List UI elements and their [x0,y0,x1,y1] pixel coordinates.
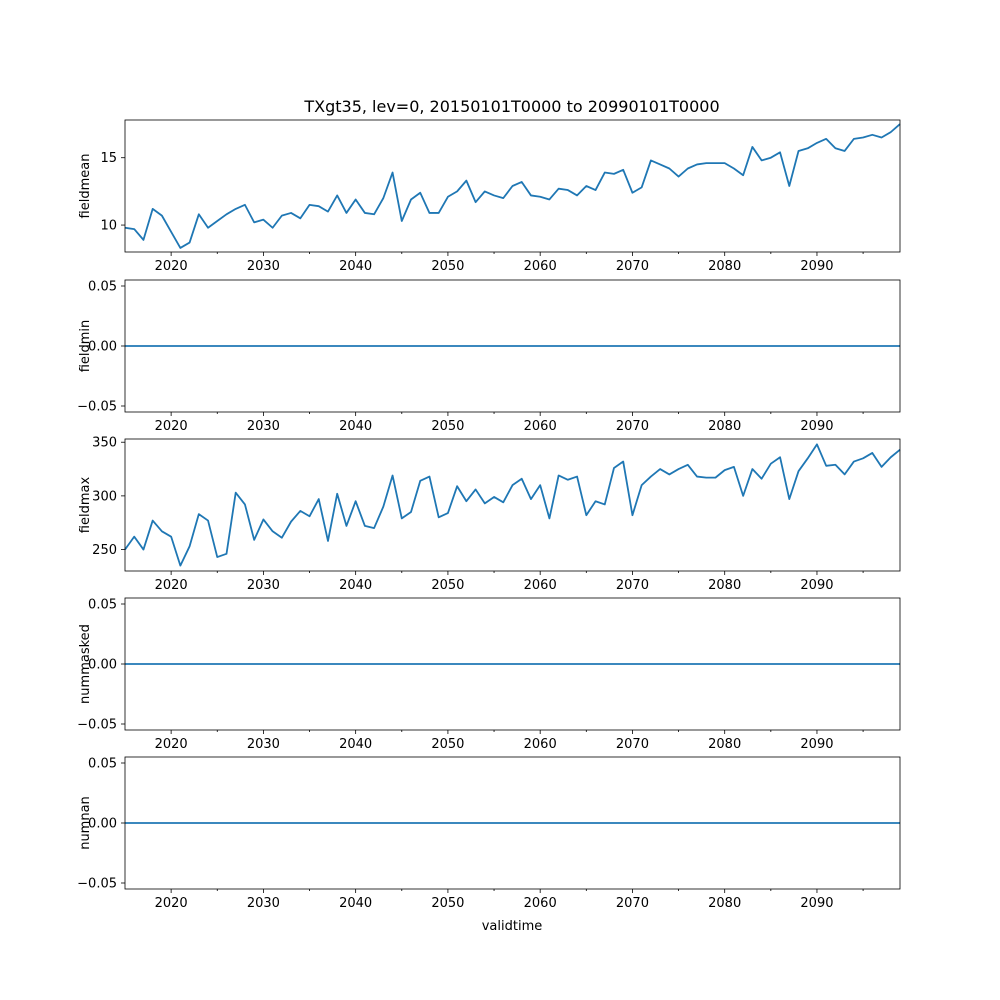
subplot-fieldmax: 2020 2030 2040 2050 2060 2070 2080 2090 250 300 35… [78,436,901,593]
x-tick-label: 2070 [616,737,649,752]
y-axis-label-numnan: numnan [78,796,93,850]
y-tick-label: −0.05 [77,400,117,415]
y-tick-label: 300 [92,489,117,504]
x-tick-label: 2060 [524,259,557,274]
y-tick-label: 10 [100,219,117,234]
x-tick-label: 2080 [708,737,741,752]
subplot-fieldmin: 2020 2030 2040 2050 2060 2070 2080 2090 −0.05 0.0… [77,279,901,434]
x-tick-label: 2090 [800,578,833,593]
x-tick-label: 2070 [616,259,649,274]
x-tick-label: 2070 [616,578,649,593]
x-tick-label: 2020 [155,419,188,434]
y-tick-label: 0.00 [88,817,117,832]
y-tick-label: −0.05 [77,718,117,733]
x-tick-label: 2040 [339,419,372,434]
axes-frame [124,279,901,413]
series-line-fieldmax [124,443,901,567]
x-tick-label: 2070 [616,419,649,434]
axes-frame [124,438,901,572]
axes-frame [124,756,901,890]
x-tick-label: 2040 [339,896,372,911]
x-tick-label: 2030 [247,259,280,274]
y-tick-label: 0.05 [88,598,117,613]
x-tick-label: 2090 [800,896,833,911]
x-tick-label: 2070 [616,896,649,911]
x-tick-label: 2020 [155,578,188,593]
x-tick-label: 2090 [800,259,833,274]
x-tick-label: 2020 [155,259,188,274]
subplot-fieldmean: 2020 2030 2040 2050 2060 2070 2080 2090 10 15 fiel… [78,119,901,274]
subplot-nummasked: 2020 2030 2040 2050 2060 2070 2080 2090 −0.05 0.0… [77,597,901,752]
y-tick-label: 0.05 [88,757,117,772]
x-tick-label: 2050 [431,896,464,911]
x-tick-label: 2060 [524,896,557,911]
x-tick-label: 2050 [431,419,464,434]
x-tick-label: 2020 [155,737,188,752]
x-tick-label: 2050 [431,737,464,752]
y-axis-label-fieldmean: fieldmean [78,154,93,219]
x-tick-label: 2030 [247,737,280,752]
y-tick-label: 15 [100,151,117,166]
y-tick-label: 0.00 [88,340,117,355]
x-tick-label: 2080 [708,896,741,911]
axes-frame [124,597,901,731]
x-tick-label: 2060 [524,578,557,593]
subplot-stack: 2020 2030 2040 2050 2060 2070 2080 2090 10 15 fiel… [77,119,901,911]
x-tick-label: 2080 [708,259,741,274]
x-tick-label: 2020 [155,896,188,911]
x-tick-label: 2050 [431,578,464,593]
x-tick-label: 2050 [431,259,464,274]
x-axis-label: validtime [482,919,543,934]
x-tick-label: 2080 [708,578,741,593]
x-tick-label: 2060 [524,419,557,434]
subplot-numnan: 2020 2030 2040 2050 2060 2070 2080 2090 −0.05 0.0… [77,756,901,911]
figure-title: TXgt35, lev=0, 20150101T0000 to 20990101… [303,97,719,116]
y-tick-label: −0.05 [77,877,117,892]
x-tick-label: 2030 [247,578,280,593]
x-tick-label: 2040 [339,259,372,274]
y-tick-label: 0.00 [88,658,117,673]
y-axis-label-fieldmin: fieldmin [78,320,93,373]
y-tick-label: 0.05 [88,280,117,295]
y-axis-label-fieldmax: fieldmax [78,477,93,534]
x-tick-label: 2060 [524,737,557,752]
y-tick-label: 350 [92,436,117,451]
axes-frame [124,119,901,253]
x-tick-label: 2080 [708,419,741,434]
x-tick-label: 2030 [247,896,280,911]
series-line-fieldmean [124,123,901,249]
x-tick-label: 2030 [247,419,280,434]
y-tick-label: 250 [92,543,117,558]
x-tick-label: 2040 [339,578,372,593]
x-tick-label: 2090 [800,419,833,434]
x-tick-label: 2090 [800,737,833,752]
y-axis-label-nummasked: nummasked [78,624,93,704]
x-tick-label: 2040 [339,737,372,752]
